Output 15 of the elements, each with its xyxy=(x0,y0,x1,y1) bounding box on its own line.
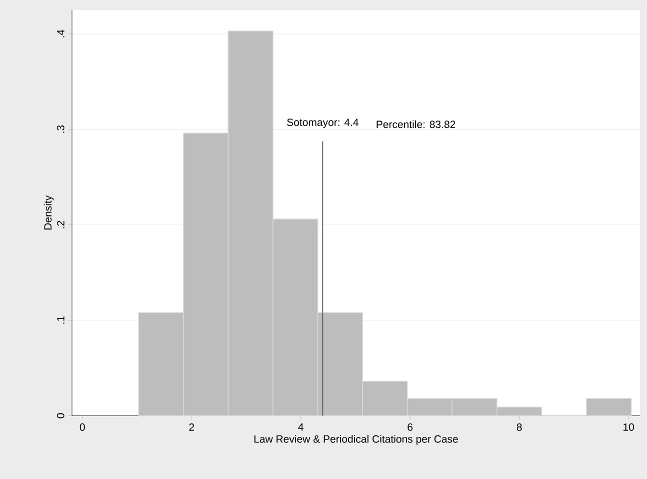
y-tick-label: .3 xyxy=(56,125,64,133)
y-axis-title: Density xyxy=(44,195,54,230)
x-axis-title: Law Review & Periodical Citations per Case xyxy=(254,435,458,445)
x-tick-label: 0 xyxy=(80,423,85,431)
y-tick-label: .2 xyxy=(56,220,64,228)
y-tick-label: 0 xyxy=(56,413,64,418)
x-tick-label: 8 xyxy=(516,423,522,431)
x-tick-label: 4 xyxy=(298,423,304,431)
annotation: Percentile: 83.82 xyxy=(376,120,456,128)
ref-line-label: Sotomayor: 4.4 xyxy=(287,118,358,128)
x-tick-label: 10 xyxy=(623,423,634,431)
y-tick-label: .4 xyxy=(57,30,64,38)
x-tick-label: 2 xyxy=(189,423,194,431)
y-tick-label: .1 xyxy=(57,316,64,324)
x-tick-label: 6 xyxy=(408,423,413,431)
